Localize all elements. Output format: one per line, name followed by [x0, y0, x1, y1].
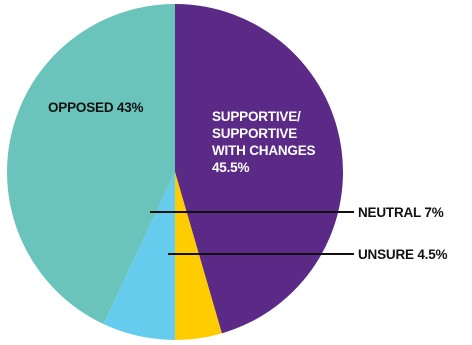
slice-label-supportive: SUPPORTIVE/SUPPORTIVE WITH CHANGES 45.5%	[212, 109, 316, 175]
slice-label-opposed-43: OPPOSED 43%	[48, 100, 144, 115]
pie-slice-unsure-4-5	[175, 172, 222, 340]
slices-layer	[7, 4, 344, 340]
callout-label-neutral-7: NEUTRAL 7%	[358, 205, 444, 220]
labels-layer: SUPPORTIVE/SUPPORTIVE WITH CHANGES 45.5% UN…	[48, 100, 448, 262]
slice-label-line: OPPOSED 43%	[48, 100, 144, 115]
slice-label-line: 45.5%	[212, 160, 249, 175]
slice-label-line: SUPPORTIVE/	[212, 109, 301, 124]
pie-slice-opposed-43	[7, 4, 176, 325]
pie-slice-neutral-7	[103, 172, 175, 340]
slice-label-line: WITH CHANGES	[212, 143, 316, 158]
pie-slice-supportive	[175, 4, 344, 334]
slice-label-line: SUPPORTIVE	[212, 126, 297, 141]
callout-label-unsure-4-5: UNSURE 4.5%	[358, 247, 448, 262]
